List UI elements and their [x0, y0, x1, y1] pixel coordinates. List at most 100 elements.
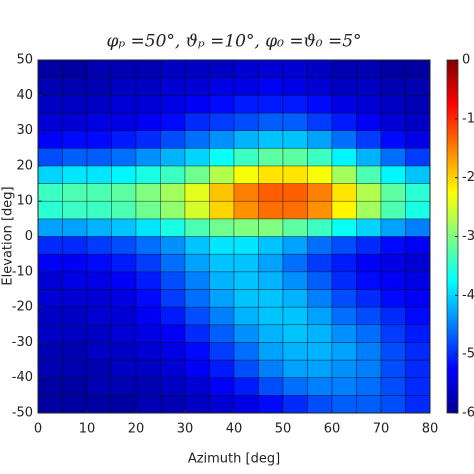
heatmap-cell	[209, 200, 235, 220]
heatmap-cell	[233, 77, 259, 96]
heatmap-cell	[233, 253, 259, 273]
heatmap-cell	[282, 77, 308, 96]
heatmap-cell	[307, 289, 333, 308]
heatmap-cell	[37, 324, 63, 343]
heatmap-cell	[184, 359, 210, 378]
heatmap-cell	[160, 77, 186, 96]
heatmap-cell	[356, 59, 382, 78]
heatmap-cell	[331, 377, 357, 396]
heatmap-cell	[233, 342, 259, 361]
heatmap-cell	[135, 395, 161, 414]
heatmap-cell	[405, 147, 431, 167]
heatmap-cell	[258, 200, 284, 220]
heatmap-cell	[233, 183, 259, 202]
heatmap-cell	[62, 359, 88, 378]
heatmap-cell	[135, 236, 161, 255]
heatmap-cell	[184, 253, 210, 273]
heatmap-cell	[209, 165, 235, 184]
heatmap-cell	[233, 59, 259, 78]
heatmap-cell	[37, 395, 63, 414]
heatmap-cell	[233, 147, 259, 167]
y-tick-label: 20	[16, 158, 33, 173]
heatmap-cell	[282, 395, 308, 414]
heatmap-cell	[258, 130, 284, 149]
heatmap-cell	[160, 95, 186, 114]
heatmap-cell	[111, 236, 137, 255]
heatmap-cell	[258, 112, 284, 131]
heatmap-cell	[111, 183, 137, 202]
heatmap-cell	[160, 395, 186, 414]
heatmap-cell	[160, 59, 186, 78]
heatmap-cell	[135, 377, 161, 396]
y-tick-label: -10	[12, 264, 33, 279]
heatmap-cell	[111, 112, 137, 131]
heatmap-cell	[86, 59, 112, 78]
heatmap-cell	[356, 395, 382, 414]
y-tick-label: 40	[16, 88, 33, 103]
heatmap-cell	[356, 306, 382, 326]
heatmap-cell	[37, 236, 63, 255]
heatmap-cell	[307, 112, 333, 131]
heatmap-cell	[111, 59, 137, 78]
heatmap-cell	[405, 165, 431, 184]
heatmap-cell	[307, 324, 333, 343]
heatmap-cell	[307, 77, 333, 96]
heatmap-cell	[160, 271, 186, 290]
heatmap-cell	[135, 95, 161, 114]
y-tick-label: 50	[16, 53, 33, 68]
heatmap-cell	[258, 165, 284, 184]
x-tick-label: 30	[177, 422, 194, 437]
heatmap-cell	[62, 236, 88, 255]
heatmap-cell	[258, 359, 284, 378]
heatmap-cell	[356, 359, 382, 378]
heatmap-cell	[111, 130, 137, 149]
heatmap-cell	[86, 95, 112, 114]
heatmap-cell	[331, 165, 357, 184]
heatmap-cell	[380, 395, 406, 414]
heatmap-cell	[258, 183, 284, 202]
heatmap-cell	[62, 95, 88, 114]
heatmap-cell	[233, 377, 259, 396]
heatmap-cell	[160, 306, 186, 326]
heatmap-cell	[160, 324, 186, 343]
heatmap-cell	[282, 165, 308, 184]
heatmap-cell	[184, 95, 210, 114]
heatmap-cell	[380, 95, 406, 114]
heatmap-cell	[258, 147, 284, 167]
heatmap-cell	[86, 147, 112, 167]
heatmap-cell	[405, 306, 431, 326]
heatmap-cell	[282, 112, 308, 131]
heatmap-cell	[405, 377, 431, 396]
heatmap-cell	[282, 324, 308, 343]
heatmap-cell	[37, 359, 63, 378]
colorbar-tick-label: -2	[462, 170, 474, 185]
y-tick-label: 10	[16, 194, 33, 209]
heatmap-cell	[331, 306, 357, 326]
heatmap-cell	[135, 271, 161, 290]
heatmap-cell	[282, 289, 308, 308]
heatmap-cell	[160, 112, 186, 131]
heatmap-cell	[380, 130, 406, 149]
heatmap-cell	[111, 306, 137, 326]
heatmap-cell	[380, 165, 406, 184]
y-axis-label: Elevation [deg]	[1, 186, 16, 285]
heatmap-cell	[86, 130, 112, 149]
heatmap-cell	[356, 377, 382, 396]
heatmap-cell	[331, 147, 357, 167]
heatmap-cell	[62, 112, 88, 131]
heatmap-cell	[307, 183, 333, 202]
heatmap-cell	[111, 147, 137, 167]
heatmap-cell	[233, 289, 259, 308]
heatmap-cell	[331, 271, 357, 290]
colorbar-tick-label: -5	[462, 347, 474, 362]
heatmap-cell	[209, 59, 235, 78]
heatmap-cell	[405, 59, 431, 78]
heatmap-cell	[37, 342, 63, 361]
heatmap-cell	[135, 165, 161, 184]
heatmap-cell	[135, 147, 161, 167]
heatmap-cells	[37, 59, 431, 414]
heatmap-cell	[160, 130, 186, 149]
heatmap-cell	[86, 395, 112, 414]
heatmap-cell	[209, 289, 235, 308]
